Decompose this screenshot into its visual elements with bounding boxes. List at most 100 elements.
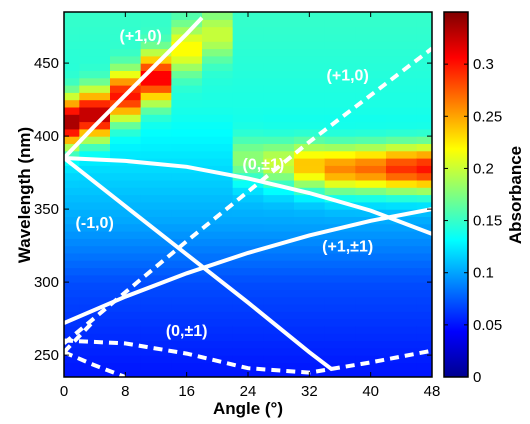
heatmap-cell [64, 41, 80, 50]
heatmap-cell [386, 136, 418, 144]
heatmap-cell [110, 252, 142, 261]
heatmap-cell [386, 187, 418, 196]
heatmap-cell [294, 252, 326, 261]
heatmap-cell [232, 223, 264, 232]
heatmap-cell [324, 150, 356, 159]
heatmap-cell [386, 121, 418, 130]
heatmap-cell [202, 92, 234, 101]
heatmap-cell [386, 274, 418, 283]
heatmap-cell [263, 201, 295, 210]
dispersion-curve [64, 350, 127, 377]
heatmap-cell [324, 12, 356, 20]
heatmap-cell [202, 340, 234, 349]
heatmap-cell [416, 362, 432, 371]
heatmap-cell [79, 347, 111, 356]
heatmap-cell [202, 304, 234, 312]
heatmap-cell [416, 223, 432, 232]
heatmap-cell [140, 92, 172, 101]
heatmap-cell [140, 77, 172, 86]
heatmap-cell [110, 311, 142, 320]
heatmap-cell [140, 194, 172, 203]
heatmap-cell [294, 274, 326, 283]
heatmap-cell [110, 143, 142, 152]
heatmap-cell [202, 128, 234, 137]
heatmap-cell [171, 128, 203, 137]
heatmap-cell [79, 369, 111, 377]
heatmap-cell [263, 150, 295, 159]
heatmap-cell [171, 274, 203, 283]
heatmap-cell [171, 260, 203, 269]
y-tick-label: 350 [34, 201, 59, 218]
heatmap-cell [416, 128, 432, 137]
heatmap-cell [110, 48, 142, 57]
heatmap-cell [416, 121, 432, 130]
heatmap-cell [386, 267, 418, 276]
heatmap-cell [202, 121, 234, 130]
heatmap-cell [355, 48, 387, 57]
heatmap-cell [64, 92, 80, 101]
heatmap-cell [324, 355, 356, 363]
heatmap-cell [64, 187, 80, 196]
heatmap-cell [355, 158, 387, 166]
heatmap-cell [171, 362, 203, 371]
heatmap-cell [324, 267, 356, 276]
heatmap-cell [324, 26, 356, 35]
heatmap-cell [294, 194, 326, 203]
heatmap-cell [386, 201, 418, 210]
heatmap-cell [355, 121, 387, 130]
heatmap-cell [294, 70, 326, 79]
heatmap-cell [171, 355, 203, 363]
heatmap-cell [386, 128, 418, 137]
heatmap-cell [263, 26, 295, 35]
heatmap-cell [140, 19, 172, 28]
heatmap-cell [263, 223, 295, 232]
heatmap-cell [202, 245, 234, 254]
heatmap-cell [140, 289, 172, 298]
heatmap-cell [294, 282, 326, 290]
heatmap-cell [263, 55, 295, 64]
heatmap-cell [386, 296, 418, 305]
heatmap-cell [79, 99, 111, 108]
heatmap-cell [355, 114, 387, 123]
heatmap-cell [324, 325, 356, 334]
heatmap-cell [324, 33, 356, 42]
heatmap-cell [140, 201, 172, 210]
heatmap-cell [171, 92, 203, 101]
heatmap-cell [294, 318, 326, 327]
heatmap-cell [324, 260, 356, 269]
heatmap-cell [140, 165, 172, 174]
heatmap-cell [110, 216, 142, 225]
heatmap-cell [355, 318, 387, 327]
heatmap-cell [232, 26, 264, 35]
heatmap-cell [416, 325, 432, 334]
heatmap-cell [386, 55, 418, 64]
heatmap-cell [263, 63, 295, 71]
heatmap-cell [202, 231, 234, 239]
heatmap-cell [263, 311, 295, 320]
heatmap-cell [324, 194, 356, 203]
heatmap-cell [202, 187, 234, 196]
heatmap-cell [232, 114, 264, 123]
heatmap-cell [232, 201, 264, 210]
heatmap-cell [232, 99, 264, 108]
heatmap-cell [355, 172, 387, 181]
heatmap-cell [294, 311, 326, 320]
heatmap-cells [64, 12, 432, 377]
heatmap-cell [202, 63, 234, 71]
heatmap-cell [324, 216, 356, 225]
heatmap-cell [386, 33, 418, 42]
dispersion-curves [64, 16, 432, 377]
heatmap-cell [110, 70, 142, 79]
heatmap-cell [110, 267, 142, 276]
heatmap-cell [263, 260, 295, 269]
heatmap-cell [416, 340, 432, 349]
heatmap-cell [64, 252, 80, 261]
heatmap-cell [263, 70, 295, 79]
heatmap-cell [324, 143, 356, 152]
heatmap-cell [64, 362, 80, 371]
heatmap-cell [355, 179, 387, 188]
heatmap-cell [324, 70, 356, 79]
heatmap-cell [79, 187, 111, 196]
heatmap-cell [171, 63, 203, 71]
heatmap-cell [171, 209, 203, 217]
